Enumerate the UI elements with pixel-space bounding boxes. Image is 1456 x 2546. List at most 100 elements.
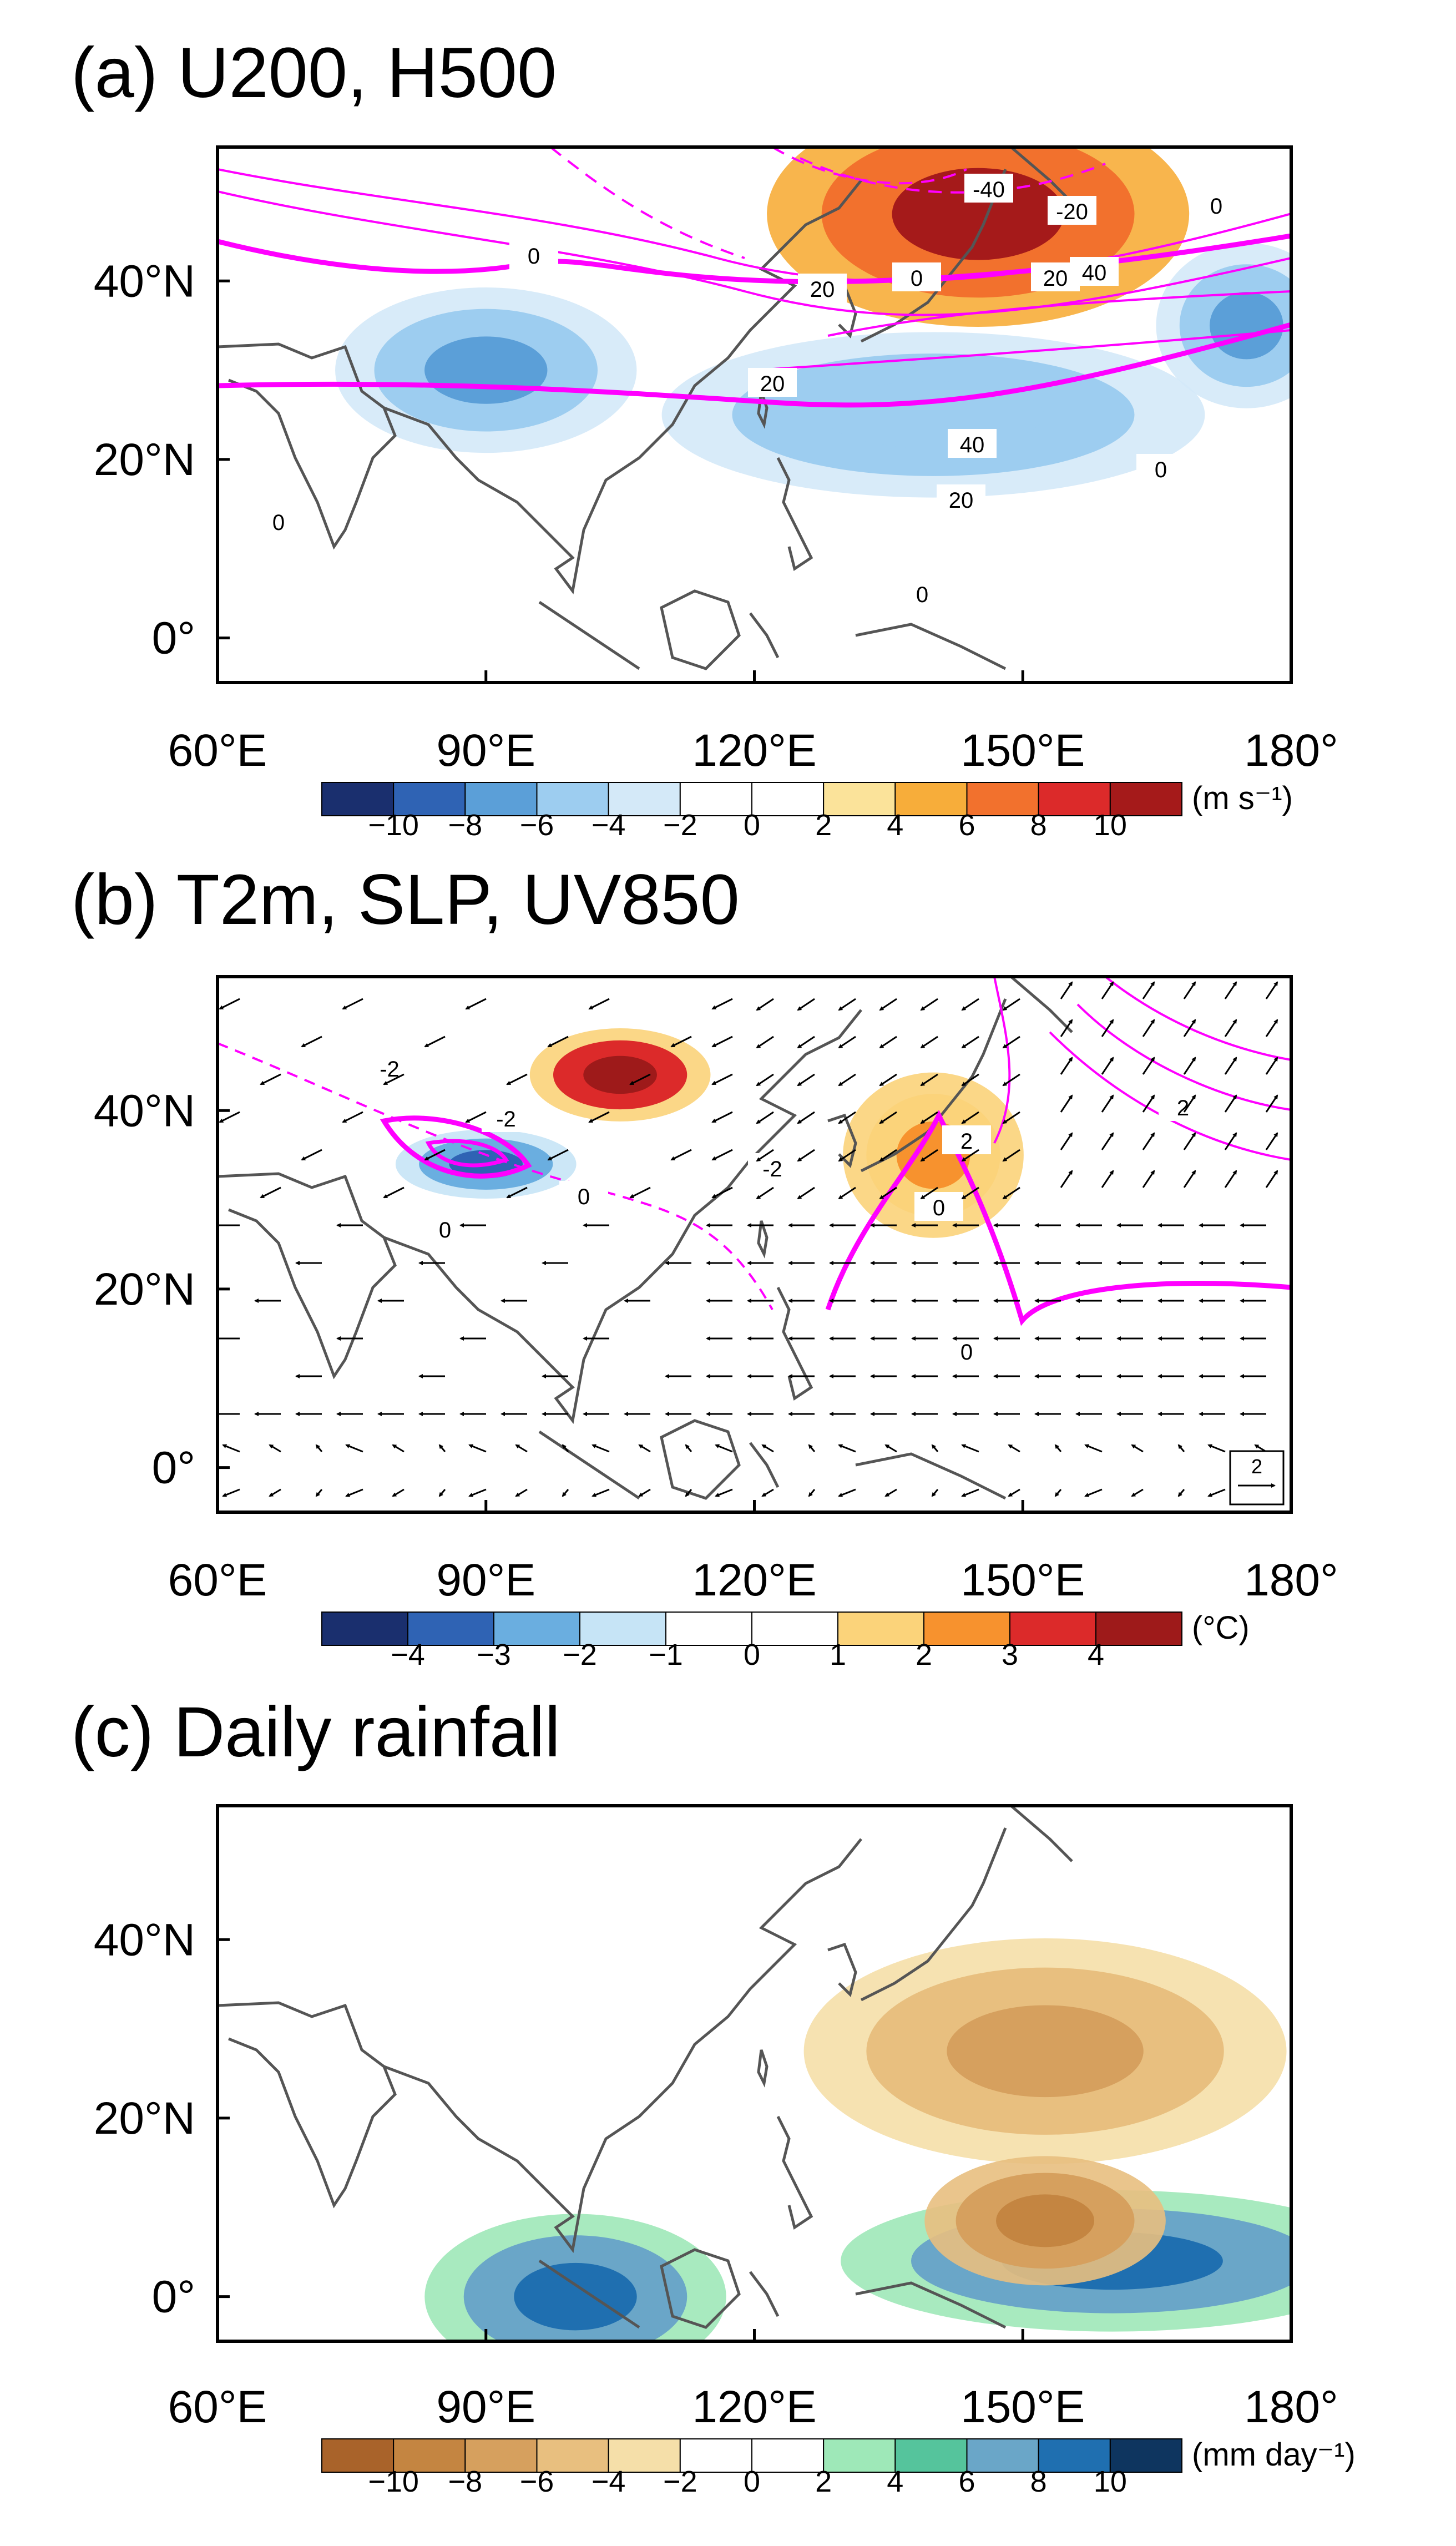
y-tick-label: 20°N — [94, 2093, 195, 2144]
colorbar-label: −8 — [448, 2465, 483, 2498]
panel-c: (c) Daily rainfall 40°N 20°N 0° 60°E 90°E 120°… — [71, 1693, 1356, 2498]
wind-arrow — [756, 1186, 774, 1200]
wind-arrow — [1224, 1094, 1237, 1113]
wind-arrow — [1265, 981, 1278, 999]
wind-arrow — [879, 998, 897, 1011]
panel-title: (b) T2m, SLP, UV850 — [71, 860, 740, 939]
wind-arrow — [301, 1149, 322, 1161]
x-tick-label: 120°E — [692, 2382, 816, 2432]
wind-arrow — [547, 1149, 569, 1161]
wind-arrow — [920, 1149, 938, 1162]
wind-arrow — [1265, 1132, 1278, 1150]
colorbar-unit: (mm day⁻¹) — [1192, 2437, 1356, 2473]
wind-arrow — [838, 1111, 856, 1124]
wind-arrow — [1177, 1489, 1185, 1497]
wind-arrow — [1060, 1019, 1073, 1037]
x-tick-label: 90°E — [436, 2382, 535, 2432]
wind-arrow — [1101, 1094, 1114, 1113]
wind-arrow — [1265, 1170, 1278, 1188]
colorbar-label: 8 — [1030, 2465, 1047, 2498]
contour-label-box — [1192, 190, 1241, 219]
wind-arrow — [670, 1035, 692, 1048]
wind-arrow — [1002, 1073, 1020, 1087]
wind-arrow — [961, 1149, 979, 1162]
wind-arrow — [1142, 1019, 1155, 1037]
wind-arrow — [879, 1149, 897, 1162]
y-tick-label: 0° — [152, 2272, 195, 2322]
colorbar-label: −2 — [663, 809, 697, 842]
contour-label: -40 — [973, 178, 1005, 202]
x-tick-label: 60°E — [168, 2382, 267, 2432]
colorbar-swatch — [608, 782, 681, 816]
wind-arrow — [506, 1186, 528, 1199]
colorbar-swatch — [751, 782, 825, 816]
wind-arrow — [1054, 1444, 1062, 1452]
wind-arrow — [315, 1489, 323, 1497]
contour-label-box — [559, 1181, 608, 1210]
colorbar-swatch — [894, 2438, 968, 2473]
colorbar-swatch — [894, 782, 968, 816]
anomaly-field: -40 -20 0 20 0 20 40 0 20 40 20 0 0 0 — [218, 147, 1291, 669]
wind-arrow — [1060, 981, 1073, 999]
contour-label: 0 — [439, 1218, 451, 1242]
wind-arrow — [1131, 1488, 1144, 1497]
wind-arrow — [1002, 1149, 1020, 1162]
contour-label: 0 — [916, 583, 928, 607]
wind-arrow — [1207, 1444, 1226, 1453]
y-tick-label: 20°N — [94, 435, 195, 485]
colorbar-label: −4 — [592, 809, 626, 842]
wind-arrow — [1265, 1094, 1278, 1113]
wind-arrow — [670, 1149, 692, 1161]
colorbar-swatch — [923, 1612, 1010, 1646]
wind-arrow — [1183, 1132, 1196, 1150]
colorbar-label: −4 — [391, 1638, 425, 1671]
wind-arrow — [961, 1488, 979, 1497]
contour-line — [771, 147, 967, 185]
wind-arrow — [506, 1073, 528, 1085]
colorbar-label: 4 — [887, 2465, 903, 2498]
wind-arrow — [1002, 998, 1020, 1011]
wind-arrow — [1142, 981, 1155, 999]
wind-arrow — [1224, 1019, 1237, 1037]
contour-line — [1104, 977, 1291, 1061]
wind-arrow — [1101, 1170, 1114, 1188]
wind-arrow — [1101, 1057, 1114, 1075]
contour-label: -2 — [762, 1157, 782, 1181]
contour-label-box — [948, 429, 997, 458]
contour-label-box — [365, 1053, 414, 1082]
wind-arrow — [1054, 1489, 1062, 1497]
wind-arrow — [879, 1186, 897, 1200]
colorbar-swatch — [464, 782, 538, 816]
wind-arrow — [345, 1488, 363, 1497]
y-tick-label: 40°N — [94, 256, 195, 306]
colorbar-label: −6 — [520, 809, 554, 842]
contour-label: 0 — [933, 1196, 945, 1220]
contour-line — [380, 1115, 532, 1179]
wind-arrow — [931, 1444, 939, 1452]
colorbar-swatch — [751, 1612, 838, 1646]
colorbar-label: −2 — [563, 1638, 597, 1671]
wind-arrow — [1084, 1488, 1103, 1497]
contour-label: 20 — [1043, 266, 1068, 291]
wind-arrow — [879, 1073, 897, 1087]
wind-arrow — [392, 1488, 405, 1497]
wind-arrow — [761, 1488, 774, 1497]
wind-arrow — [515, 1488, 528, 1497]
wind-arrow — [1207, 1488, 1226, 1497]
contour-line — [218, 322, 1291, 408]
contour-label: 0 — [1155, 458, 1167, 482]
wind-arrow — [1224, 1170, 1237, 1188]
contour-label: 20 — [760, 372, 785, 396]
wind-arrow — [1183, 1057, 1196, 1075]
wind-arrow — [756, 1149, 774, 1162]
wind-arrow — [808, 1489, 816, 1497]
colorbar-label: 2 — [815, 2465, 832, 2498]
wind-vectors — [218, 981, 1278, 1497]
wind-arrow — [1224, 981, 1237, 999]
contour-label: 2 — [960, 1129, 973, 1154]
wind-arrow — [884, 1488, 897, 1497]
colorbar-label: −10 — [368, 809, 419, 842]
panel-title: (a) U200, H500 — [71, 33, 557, 113]
